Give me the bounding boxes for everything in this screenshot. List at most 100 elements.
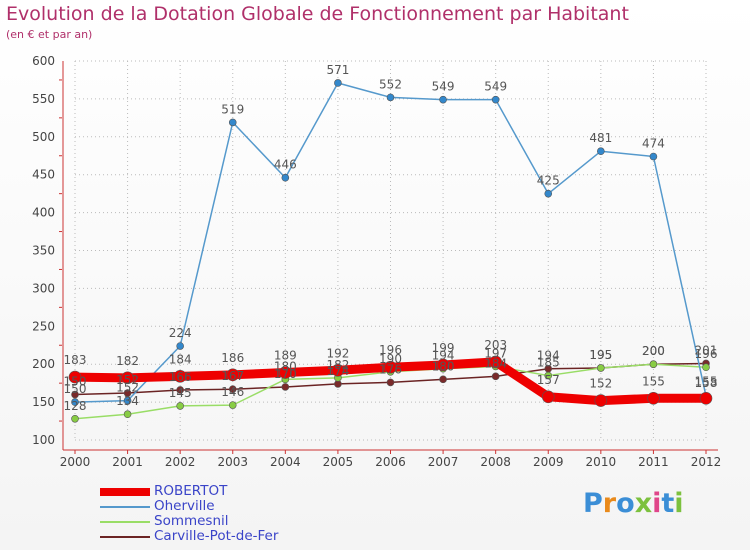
data-label-sommesnil: 134 [116, 394, 139, 408]
legend-item-carville-pot-de-fer: Carville-Pot-de-Fer [100, 529, 278, 544]
data-label-oherville: 549 [432, 80, 455, 94]
x-tick-label: 2005 [323, 455, 354, 469]
data-point-robertot [331, 363, 345, 377]
data-label-oherville: 446 [274, 158, 297, 172]
data-label-oherville: 158 [695, 376, 718, 390]
data-label-oherville: 224 [169, 326, 192, 340]
data-label-carville-pot-de-fer: 150 [64, 375, 87, 389]
data-point-robertot [226, 368, 240, 382]
data-point-carville-pot-de-fer [176, 386, 184, 394]
legend-item-sommesnil: Sommesnil [100, 514, 278, 529]
data-label-sommesnil: 197 [484, 346, 507, 360]
x-tick-label: 2004 [270, 455, 301, 469]
data-label-sommesnil: 128 [64, 399, 87, 413]
data-label-carville-pot-de-fer: 176 [379, 362, 402, 376]
data-point-robertot [121, 371, 134, 385]
data-point-robertot [541, 390, 555, 404]
y-tick-label: 250 [32, 319, 55, 333]
data-point-sommesnil [544, 371, 553, 380]
data-point-sommesnil [597, 364, 605, 372]
data-label-oherville: 571 [326, 63, 349, 77]
data-point-robertot [68, 370, 82, 384]
y-tick-label: 100 [32, 433, 55, 447]
legend-item-oherville: Oherville [100, 499, 278, 514]
logo-letter: t [661, 488, 675, 519]
data-label-robertot: 196 [379, 343, 402, 357]
data-point-robertot [699, 392, 713, 405]
x-tick-label: 2003 [217, 455, 248, 469]
legend-label: Oherville [154, 498, 215, 514]
x-tick-label: 2011 [638, 455, 669, 469]
data-label-carville-pot-de-fer: 194 [537, 349, 560, 363]
data-label-oherville: 549 [484, 80, 507, 94]
data-label-robertot: 155 [695, 374, 718, 388]
data-point-oherville [228, 118, 237, 127]
chart-legend: ROBERTOT Oherville Sommesnil Carville-Pot-d… [100, 484, 278, 544]
x-tick-label: 2006 [375, 455, 406, 469]
data-label-robertot: 192 [326, 346, 349, 360]
logo-letter: r [602, 488, 617, 519]
y-tick-label: 350 [32, 244, 55, 258]
data-label-oherville: 425 [537, 174, 560, 188]
y-tick-label: 150 [32, 395, 55, 409]
data-label-sommesnil: 182 [326, 358, 349, 372]
data-point-oherville [176, 342, 184, 350]
data-point-sommesnil [649, 360, 658, 369]
data-label-robertot: 199 [432, 341, 455, 355]
data-label-robertot: 157 [537, 373, 560, 387]
data-label-robertot: 183 [64, 353, 87, 367]
data-label-carville-pot-de-fer: 170 [274, 367, 297, 381]
data-point-sommesnil [176, 402, 184, 410]
data-label-carville-pot-de-fer: 195 [589, 348, 612, 362]
x-tick-label: 2001 [112, 455, 143, 469]
data-point-carville-pot-de-fer [439, 375, 447, 384]
legend-swatch [100, 487, 150, 496]
proxiti-logo: Proxiti [583, 488, 684, 519]
data-label-oherville: 552 [379, 77, 402, 91]
data-label-oherville: 150 [64, 382, 87, 396]
data-point-oherville [597, 147, 605, 156]
legend-swatch [100, 520, 150, 523]
data-point-sommesnil [123, 410, 132, 419]
data-point-carville-pot-de-fer [491, 372, 500, 381]
data-point-oherville [386, 93, 395, 102]
x-tick-label: 2012 [691, 455, 722, 469]
logo-letter: x [634, 488, 653, 519]
data-point-oherville [544, 189, 553, 198]
data-point-carville-pot-de-fer [71, 390, 79, 399]
data-point-sommesnil [702, 363, 710, 372]
logo-letter: P [583, 488, 603, 519]
data-label-carville-pot-de-fer: 201 [695, 343, 718, 357]
data-point-robertot [279, 366, 292, 379]
legend-label: ROBERTOT [154, 483, 228, 499]
data-point-carville-pot-de-fer [281, 383, 290, 391]
data-label-oherville: 481 [589, 131, 612, 145]
data-point-oherville [334, 79, 342, 87]
data-point-oherville [439, 95, 447, 104]
data-label-oherville: 519 [221, 102, 244, 116]
data-label-oherville: 474 [642, 137, 665, 151]
data-label-robertot: 155 [642, 374, 665, 388]
data-label-carville-pot-de-fer: 174 [326, 364, 349, 378]
x-tick-label: 2000 [60, 455, 91, 469]
data-label-sommesnil: 200 [642, 344, 665, 358]
x-tick-label: 2007 [428, 455, 459, 469]
data-label-carville-pot-de-fer: 200 [642, 344, 665, 358]
data-point-sommesnil [71, 414, 79, 423]
legend-swatch [100, 505, 150, 508]
y-tick-label: 300 [32, 281, 55, 295]
y-tick-label: 600 [32, 54, 55, 68]
data-point-oherville [123, 396, 132, 405]
data-label-carville-pot-de-fer: 166 [169, 370, 192, 384]
data-label-oherville: 152 [116, 381, 139, 395]
data-label-carville-pot-de-fer: 180 [432, 359, 455, 373]
logo-letter: i [652, 488, 662, 519]
data-point-robertot [647, 392, 660, 405]
data-label-sommesnil: 196 [695, 347, 718, 361]
legend-label: Sommesnil [154, 513, 229, 529]
data-label-robertot: 186 [221, 351, 244, 365]
x-tick-label: 2008 [480, 455, 511, 469]
data-label-sommesnil: 185 [537, 356, 560, 370]
logo-letter: o [616, 488, 635, 519]
